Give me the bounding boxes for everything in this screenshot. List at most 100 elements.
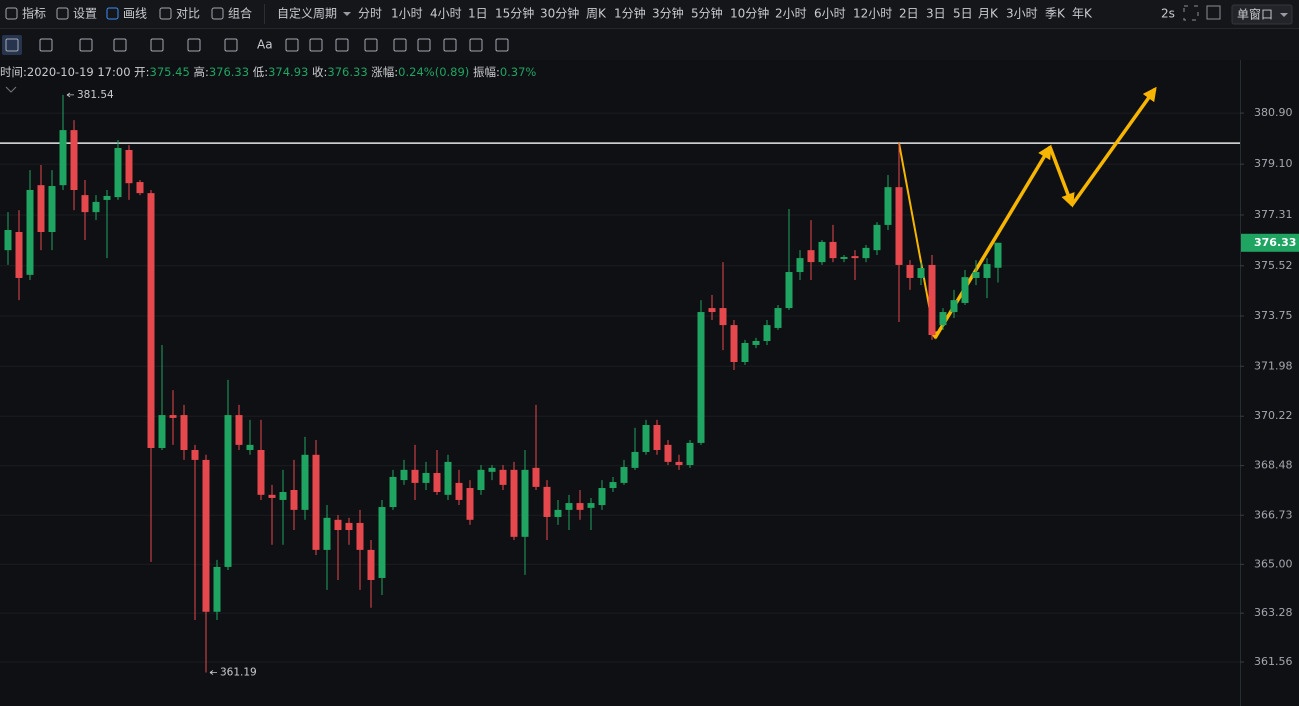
drawn-arrow [1048,146,1075,208]
candle-body [774,308,782,328]
period-button[interactable]: 5分钟 [691,6,723,21]
window-mode-label: 单窗口 [1237,8,1273,22]
tool-icon[interactable] [5,7,18,20]
window-mode-select[interactable] [1231,4,1293,25]
candle-body [136,182,144,194]
y-tick-label: 361.56 [1254,655,1293,668]
tool-icon[interactable] [159,7,172,20]
candle-body [521,469,529,537]
drawing-tool-icon[interactable] [335,38,349,52]
candle-body [565,503,573,510]
drawing-tool-icon[interactable] [39,38,53,52]
period-button[interactable]: 周K [586,7,607,21]
candle-body [675,461,683,466]
candle-body [48,186,56,233]
tool-button[interactable]: 组合 [228,6,252,21]
refresh-interval[interactable]: 2s [1161,7,1175,21]
tool-icon[interactable] [106,7,119,20]
period-button[interactable]: 3日 [926,7,946,21]
period-button[interactable]: 2日 [899,7,919,21]
period-button[interactable]: 4小时 [430,7,462,21]
period-button[interactable]: 2小时 [775,7,807,21]
tool-icon[interactable] [56,7,69,20]
info-label: 涨幅: [371,65,398,79]
info-label: 收: [312,65,327,79]
period-button[interactable]: 1分钟 [614,6,646,21]
drawing-toolbar [0,29,1299,60]
drawing-tool-icon[interactable] [469,38,483,52]
popout-icon[interactable] [1206,5,1221,20]
period-menu[interactable]: 自定义周期 [277,6,337,21]
period-button[interactable]: 15分钟 [495,6,534,21]
period-button[interactable]: 6小时 [814,7,846,21]
drawing-tool-icon[interactable] [79,38,93,52]
drawing-tool-icon[interactable] [443,38,457,52]
info-value: 376.33 [327,65,367,79]
candle-body [444,461,452,495]
candle-body [367,549,375,580]
tool-button[interactable]: 画线 [123,7,147,21]
candle-body [202,459,210,612]
y-tick-label: 363.28 [1254,606,1293,619]
candle-body [246,444,254,450]
candle-body [653,425,661,450]
tool-icon[interactable] [211,7,224,20]
info-value: 2020-10-19 17:00 [27,65,131,79]
collapse-chevron[interactable] [5,86,17,93]
drawing-tool-icon[interactable] [393,38,407,52]
drawing-tool-icon[interactable] [309,38,323,52]
drawn-arrow [1070,86,1157,207]
candle-body [411,469,419,483]
drawing-tool-icon[interactable] [150,38,164,52]
y-tick-label: 366.73 [1254,508,1293,521]
drawing-tool-icon[interactable] [285,38,299,52]
fullscreen-icon[interactable] [1183,5,1199,21]
tool-button[interactable]: 指标 [22,6,46,21]
period-button[interactable]: 3小时 [1006,7,1038,21]
candle-body [730,325,738,362]
info-label: 低: [253,65,268,79]
candle-body [598,488,606,506]
candle-body [4,230,12,251]
candle-body [686,442,694,466]
text-tool[interactable]: Aa [257,38,273,52]
candle-body [807,250,815,263]
tool-button[interactable]: 设置 [73,7,97,21]
drawing-tool-icon[interactable] [364,38,378,52]
drawing-tool-icon[interactable] [417,38,431,52]
extreme-label: 361.19 [220,667,257,679]
drawing-tool-icon[interactable] [495,38,509,52]
period-button[interactable]: 月K [978,7,999,21]
candle-body [895,187,903,265]
period-button[interactable]: 3分钟 [652,6,684,21]
candle-body [587,503,595,508]
candle-body [664,444,672,462]
y-tick-label: 375.52 [1254,259,1293,272]
drawing-tool-icon[interactable] [224,38,238,52]
period-button[interactable]: 季K [1045,7,1066,21]
period-button[interactable]: 年K [1072,7,1093,21]
period-button[interactable]: 10分钟 [730,6,769,21]
candle-body [994,242,1002,268]
drawing-tool-icon[interactable] [187,38,201,52]
period-button[interactable]: 1日 [468,7,488,21]
y-tick-label: 370.22 [1254,409,1293,422]
period-button[interactable]: 1小时 [391,7,423,21]
period-button[interactable]: 分时 [358,7,382,21]
candle-body [719,308,727,326]
candle-body [389,476,397,508]
period-button[interactable]: 5日 [953,7,973,21]
candle-body [26,189,34,275]
drawing-tool-icon[interactable] [113,38,127,52]
candle-body [191,449,199,460]
period-button[interactable]: 30分钟 [540,6,579,21]
info-line: 时间:2020-10-19 17:00 开:375.45 高:376.33 低:… [0,65,536,79]
drawing-tool-icon[interactable] [5,38,19,52]
candle-body [301,454,309,510]
tool-button[interactable]: 对比 [176,7,200,21]
period-button[interactable]: 12小时 [853,7,892,21]
candle-body [268,494,276,498]
candle-body [114,147,122,198]
candle-body [466,488,474,520]
